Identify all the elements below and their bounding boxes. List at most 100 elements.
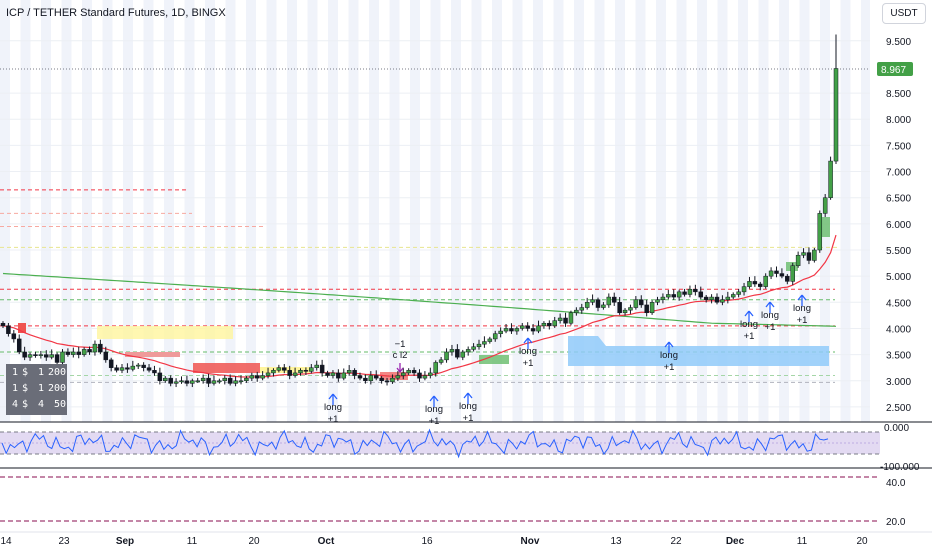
long-signal-label: long bbox=[793, 303, 811, 314]
candle-body bbox=[195, 380, 200, 383]
candle-body bbox=[611, 296, 617, 303]
candle-body bbox=[601, 304, 606, 308]
candle-body bbox=[428, 372, 433, 376]
long-signal-sub: +1 bbox=[765, 322, 776, 333]
price-tick-label: 8.000 bbox=[886, 115, 911, 126]
candle-body bbox=[336, 372, 341, 379]
price-tick-label: 6.500 bbox=[886, 194, 911, 205]
position-table: 1 $1 200 1 $1 200 4 $4 50 bbox=[6, 364, 67, 415]
candle-body bbox=[476, 343, 482, 348]
candle-body bbox=[157, 372, 163, 382]
candle-body bbox=[141, 364, 146, 368]
grid-band bbox=[574, 0, 584, 422]
candle-body bbox=[541, 322, 547, 327]
exit-signal-label: −1 bbox=[395, 339, 406, 350]
candle-body bbox=[498, 330, 503, 334]
candle-body bbox=[292, 372, 298, 376]
candles bbox=[0, 34, 839, 388]
candle-body bbox=[455, 349, 460, 358]
candle-body bbox=[184, 380, 190, 384]
time-tick-label: 20 bbox=[248, 536, 260, 547]
grid-band bbox=[635, 0, 646, 422]
candle-body bbox=[71, 351, 76, 355]
candle-body bbox=[785, 275, 790, 282]
candle-body bbox=[671, 294, 676, 298]
candle-body bbox=[325, 372, 330, 376]
candle-body bbox=[530, 328, 536, 332]
time-tick-label: 16 bbox=[421, 536, 433, 547]
position-row: 1 $1 200 bbox=[11, 383, 66, 394]
candle-body bbox=[682, 291, 687, 295]
price-tick-label: 5.000 bbox=[886, 272, 911, 283]
grid-band bbox=[205, 0, 215, 422]
long-signal-arrow bbox=[664, 341, 674, 353]
position-row: 4 $4 50 bbox=[11, 399, 66, 410]
grid-band bbox=[82, 0, 92, 422]
grid-band bbox=[717, 0, 728, 422]
candle-body bbox=[422, 375, 428, 379]
time-tick-label: 14 bbox=[0, 536, 12, 547]
grid-band bbox=[143, 0, 154, 422]
grid-band bbox=[594, 0, 605, 422]
time-tick-label: 11 bbox=[797, 536, 808, 547]
long-signal-arrow bbox=[797, 294, 807, 306]
grid-band bbox=[799, 0, 810, 422]
long-signal-sub: +1 bbox=[664, 362, 675, 373]
candle-body bbox=[617, 302, 622, 314]
candle-body bbox=[238, 380, 244, 383]
grid-band bbox=[266, 0, 277, 422]
candle-body bbox=[76, 351, 81, 355]
candle-body bbox=[579, 307, 585, 311]
candle-body bbox=[779, 273, 785, 277]
grid-band bbox=[0, 0, 10, 422]
grid-band bbox=[656, 0, 666, 422]
grid-band bbox=[492, 0, 502, 422]
candle-body bbox=[438, 359, 444, 363]
candle-body bbox=[135, 364, 141, 367]
grid-band bbox=[553, 0, 564, 422]
candle-body bbox=[806, 252, 812, 261]
candle-body bbox=[146, 367, 152, 371]
price-tick-label: 7.000 bbox=[886, 168, 911, 179]
last-price-label: 8.967 bbox=[881, 65, 906, 76]
candle-body bbox=[390, 377, 395, 383]
demand-zone bbox=[568, 336, 829, 366]
candle-body bbox=[11, 333, 17, 340]
candle-body bbox=[309, 367, 314, 372]
candle-body bbox=[125, 367, 130, 370]
candle-body bbox=[179, 380, 184, 383]
grid-band bbox=[430, 0, 441, 422]
long-signal-label: long bbox=[740, 319, 758, 330]
long-signal-sub: +1 bbox=[523, 358, 534, 369]
candle-body bbox=[801, 252, 806, 256]
grid-band bbox=[164, 0, 174, 422]
candle-body bbox=[509, 328, 514, 332]
candle-body bbox=[222, 377, 228, 382]
price-tick-label: 3.000 bbox=[886, 377, 911, 388]
zone-box bbox=[820, 217, 830, 237]
candle-body bbox=[130, 365, 136, 370]
candle-body bbox=[276, 367, 282, 371]
candle-body bbox=[698, 291, 704, 298]
long-signal-label: long bbox=[324, 402, 342, 413]
candle-body bbox=[108, 359, 114, 368]
long-signal-label: long bbox=[459, 401, 477, 412]
time-tick-label: 20 bbox=[856, 536, 868, 547]
price-tick-label: 8.500 bbox=[886, 89, 911, 100]
price-tick-label: 4.500 bbox=[886, 298, 911, 309]
time-tick-label: Nov bbox=[521, 536, 540, 547]
candle-body bbox=[487, 338, 493, 342]
price-tick-label: 2.500 bbox=[886, 403, 911, 414]
candle-body bbox=[190, 380, 195, 384]
candle-body bbox=[730, 294, 736, 298]
candle-body bbox=[703, 296, 709, 300]
time-tick-label: 22 bbox=[670, 536, 682, 547]
candle-body bbox=[828, 160, 833, 198]
candle-body bbox=[449, 349, 455, 353]
candle-body bbox=[44, 354, 49, 358]
currency-button[interactable]: USDT bbox=[882, 3, 926, 24]
exit-signal-arrow bbox=[396, 363, 404, 374]
candle-body bbox=[460, 351, 466, 358]
candle-body bbox=[54, 354, 60, 363]
